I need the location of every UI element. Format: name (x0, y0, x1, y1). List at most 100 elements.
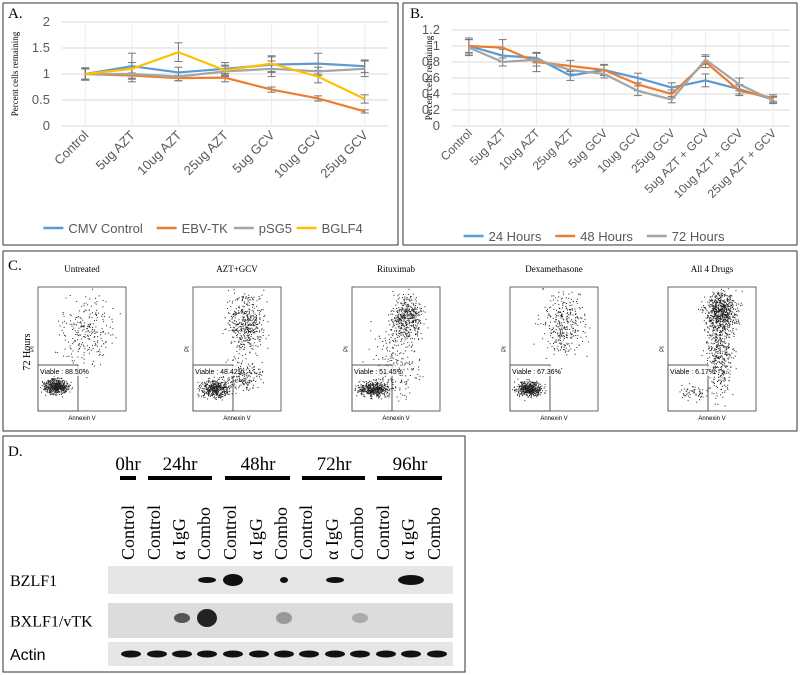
band (223, 574, 243, 586)
timepoint-bar (148, 476, 212, 480)
plot-frame (351, 286, 441, 412)
x-tick-label: Control (51, 127, 91, 167)
gate-label: Viable : 51.45% (354, 369, 403, 376)
lane-label: Control (118, 505, 138, 560)
band (198, 577, 216, 583)
lane-label: Combo (347, 507, 367, 560)
band (274, 650, 294, 658)
timepoint-label: 24hr (163, 454, 199, 475)
legend-label: EBV-TK (182, 221, 229, 236)
series-line (468, 46, 774, 102)
timepoint-bar (225, 476, 290, 480)
x-tick-label: 5ug AZT (93, 127, 138, 172)
y-tick-label: 0.5 (32, 92, 50, 107)
legend-label: 72 Hours (672, 229, 725, 244)
flow-dots (679, 288, 743, 407)
gate (192, 364, 234, 412)
x-tick-label: 25ug AZT (181, 127, 232, 178)
legend-label: BGLF4 (322, 221, 363, 236)
lane-label: Control (296, 505, 316, 560)
gate-label-bg (669, 366, 713, 376)
flow-dots (197, 289, 270, 401)
gate-label: Viable : 88.50% (40, 369, 89, 376)
panel-label: B. (410, 6, 424, 22)
series-line (468, 44, 774, 101)
gate (667, 364, 709, 412)
plot-frame (192, 286, 282, 412)
lane-label: α IgG (322, 518, 342, 560)
legend-label: 48 Hours (580, 229, 633, 244)
gate (509, 364, 551, 412)
y-axis-label: PI (185, 346, 191, 352)
band (376, 650, 396, 658)
y-tick-label: 0 (433, 118, 440, 133)
timepoint-label: 0hr (115, 454, 141, 475)
band (147, 650, 167, 658)
y-axis-label: PI (502, 346, 508, 352)
gate-label-bg (194, 366, 238, 376)
plot-frame (509, 286, 599, 412)
y-axis-label: Percent cells remaining (10, 31, 20, 116)
x-axis-label: Annexin V (68, 416, 95, 422)
lane-label: Control (220, 505, 240, 560)
legend-label: 24 Hours (489, 229, 542, 244)
panel-d-frame (2, 435, 466, 673)
series-line (85, 62, 365, 76)
gate-label: Viable : 67.36% (512, 369, 561, 376)
series-line (85, 50, 366, 100)
x-axis-label: Annexin V (223, 416, 250, 422)
panel-label: C. (8, 258, 22, 274)
x-tick-label: 10ug AZT (134, 127, 185, 178)
y-tick-label: 0 (43, 118, 50, 133)
row-label: Actin (10, 647, 46, 664)
row-label: BXLF1/vTK (10, 614, 93, 631)
y-axis-label: PI (344, 346, 350, 352)
flow-dots (40, 288, 121, 398)
band (401, 650, 421, 658)
flow-dots (354, 288, 429, 402)
plot-title: All 4 Drugs (691, 264, 734, 274)
y-axis-label: Percent cells remaining (424, 35, 434, 120)
gate (351, 364, 393, 412)
panel-label: D. (8, 444, 23, 460)
lane-label: Combo (271, 507, 291, 560)
timepoint-label: 48hr (241, 454, 277, 475)
band (326, 577, 344, 583)
x-axis-label: Annexin V (382, 416, 409, 422)
y-tick-label: 0.6 (422, 70, 440, 85)
band (276, 612, 292, 624)
band (174, 613, 190, 623)
timepoint-bar (377, 476, 442, 480)
y-tick-label: 1.2 (422, 22, 440, 37)
series-line (468, 44, 774, 100)
plot-title: AZT+GCV (216, 264, 258, 274)
gate-label: Viable : 48.42% (195, 369, 244, 376)
band (352, 613, 368, 623)
panel-c-frame (2, 250, 798, 432)
lane-label: Control (373, 505, 393, 560)
plot-title: Dexamethasone (525, 264, 582, 274)
y-tick-label: 1 (43, 66, 50, 81)
lane-label: α IgG (169, 518, 189, 560)
band (427, 650, 447, 658)
panel-label: A. (8, 6, 23, 22)
y-tick-label: 1.5 (32, 40, 50, 55)
band (249, 650, 269, 658)
y-tick-label: 0.8 (422, 54, 440, 69)
gate-label-bg (39, 366, 83, 376)
band (172, 650, 192, 658)
gate-label: Viable : 6.17% (670, 369, 715, 376)
x-tick-label: 10ug GCV (271, 127, 325, 181)
lane-label: α IgG (246, 518, 266, 560)
row-label: 72 Hours (22, 333, 33, 370)
row-label: BZLF1 (10, 573, 57, 590)
panel-a-frame (2, 2, 399, 246)
gate (37, 364, 79, 412)
timepoint-bar (120, 476, 136, 480)
legend-label: CMV Control (68, 221, 143, 236)
y-axis-label: PI (30, 346, 36, 352)
y-tick-label: 2 (43, 14, 50, 29)
lane-label: Control (144, 505, 164, 560)
band (223, 650, 243, 658)
